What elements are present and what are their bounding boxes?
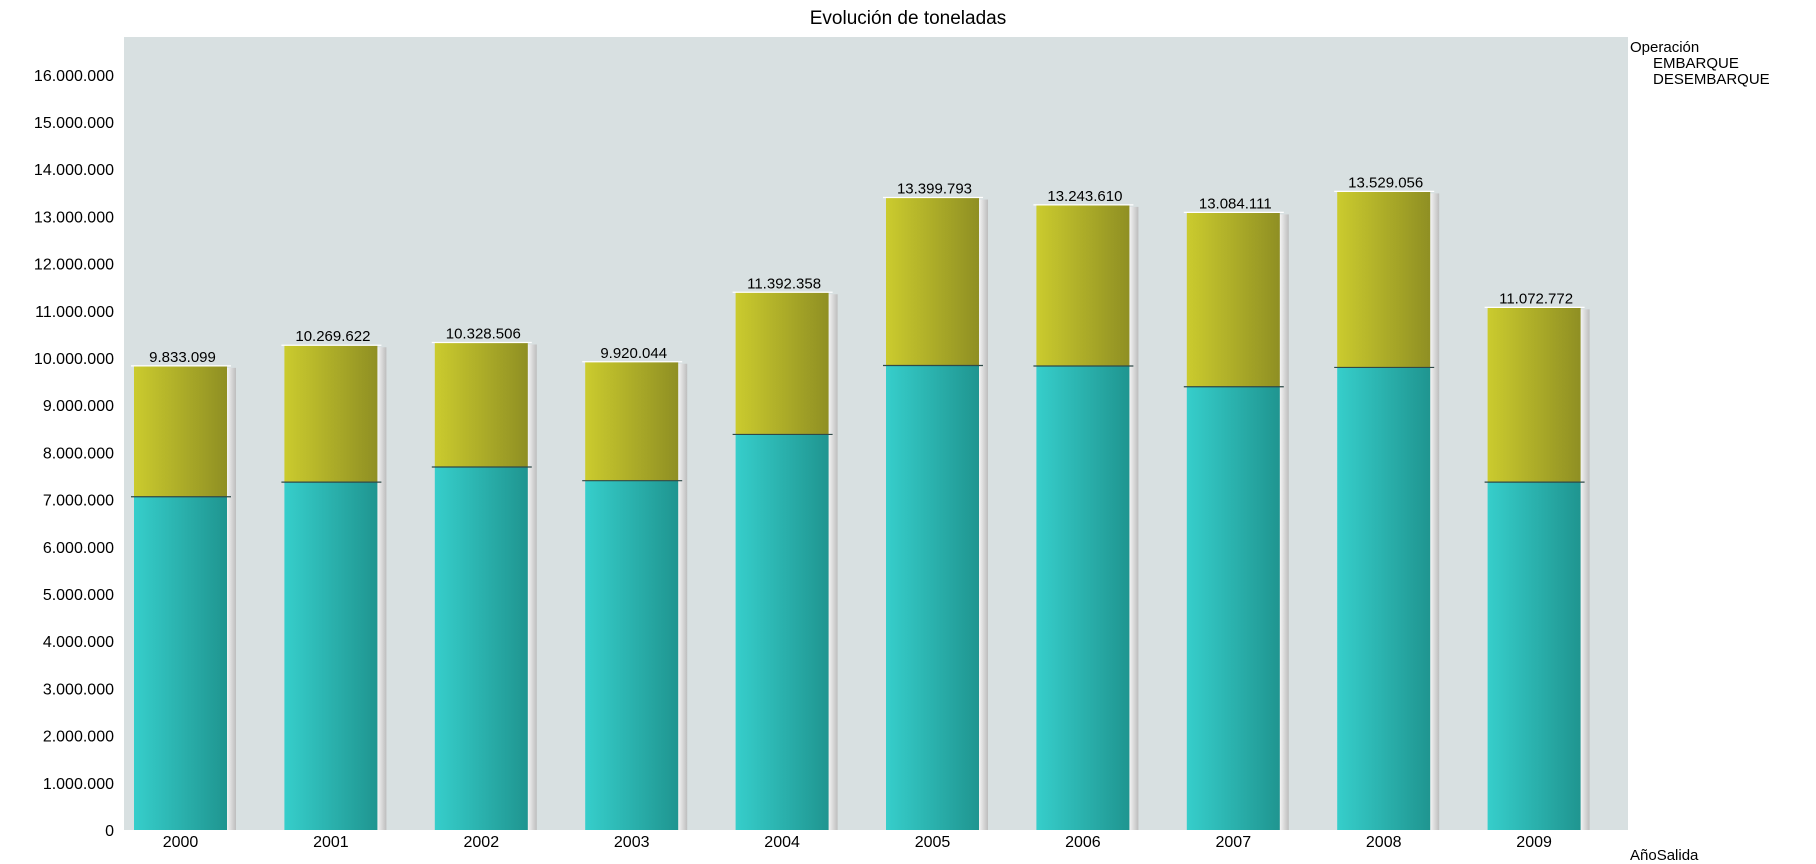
y-tick-label: 5.000.000 — [43, 587, 114, 604]
bar-embarque-2004 — [735, 434, 829, 830]
bar-embarque-2000 — [134, 496, 227, 830]
x-tick-label-2001: 2001 — [313, 834, 349, 851]
y-tick-label: 14.000.000 — [34, 162, 114, 179]
total-label-2003: 9.920.044 — [600, 345, 667, 362]
total-label-2005: 13.399.793 — [897, 180, 972, 197]
x-tick-label-2009: 2009 — [1516, 834, 1552, 851]
y-tick-label: 0 — [105, 823, 114, 840]
bar-embarque-2002 — [434, 467, 528, 830]
bar-shadow — [828, 294, 838, 831]
total-label-2008: 13.529.056 — [1348, 174, 1423, 191]
bars: 9.833.099 10.269.622 10.328.506 9.920.044 11… — [131, 174, 1590, 831]
y-tick-label: 16.000.000 — [34, 68, 114, 85]
bar-desembarque-2002 — [434, 342, 528, 468]
bar-desembarque-2005 — [886, 197, 979, 366]
bar-embarque-2007 — [1186, 386, 1280, 830]
chart-title: Evolución de toneladas — [810, 8, 1006, 29]
x-tick-label-2003: 2003 — [614, 834, 650, 851]
total-label-2009: 11.072.772 — [1499, 290, 1573, 307]
bar-desembarque-2004 — [735, 292, 829, 435]
legend: Operación EMBARQUE DESEMBARQUE — [1630, 39, 1770, 88]
bar-embarque-2005 — [886, 365, 979, 830]
y-tick-label: 8.000.000 — [43, 445, 114, 462]
x-tick-label-2004: 2004 — [764, 834, 800, 851]
x-axis: 2000 2001 2002 2003 2004 2005 2006 2007 2008 2009 — [163, 834, 1552, 851]
legend-title: Operación — [1630, 39, 1699, 56]
y-tick-label: 6.000.000 — [43, 540, 114, 557]
x-tick-label-2006: 2006 — [1065, 834, 1101, 851]
bar-desembarque-2001 — [284, 345, 378, 483]
bar-shadow — [527, 344, 537, 830]
total-label-2004: 11.392.358 — [747, 275, 821, 292]
y-tick-label: 10.000.000 — [34, 351, 114, 368]
y-tick-label: 4.000.000 — [43, 634, 114, 651]
bar-embarque-2003 — [585, 480, 679, 830]
bar-desembarque-2007 — [1186, 212, 1280, 387]
total-label-2000: 9.833.099 — [149, 349, 216, 366]
bar-shadow — [377, 347, 387, 830]
bar-shadow — [1129, 206, 1139, 831]
bar-desembarque-2003 — [585, 361, 679, 481]
y-tick-label: 7.000.000 — [43, 493, 114, 510]
legend-entry-desembarque: DESEMBARQUE — [1653, 71, 1770, 88]
total-label-2001: 10.269.622 — [295, 328, 370, 345]
bar-embarque-2001 — [284, 482, 378, 830]
y-tick-label: 15.000.000 — [34, 115, 114, 132]
y-tick-label: 12.000.000 — [34, 257, 114, 274]
bar-shadow — [678, 363, 688, 830]
x-tick-label-2008: 2008 — [1366, 834, 1402, 851]
bar-embarque-2008 — [1337, 367, 1431, 830]
bar-embarque-2006 — [1036, 366, 1130, 830]
legend-entry-embarque: EMBARQUE — [1653, 55, 1739, 72]
bar-desembarque-2006 — [1036, 204, 1130, 367]
x-tick-label-2007: 2007 — [1216, 834, 1252, 851]
total-label-2007: 13.084.111 — [1199, 195, 1272, 212]
x-tick-label-2000: 2000 — [163, 834, 199, 851]
x-tick-label-2002: 2002 — [464, 834, 500, 851]
bar-shadow — [1279, 214, 1289, 830]
x-axis-title: AñoSalida — [1630, 847, 1699, 864]
y-tick-label: 9.000.000 — [43, 398, 114, 415]
y-axis: 0 1.000.000 2.000.000 3.000.000 4.000.000 5.0… — [34, 68, 114, 840]
y-tick-label: 13.000.000 — [34, 209, 114, 226]
bar-desembarque-2009 — [1487, 307, 1581, 483]
bar-shadow — [227, 367, 236, 830]
bar-shadow — [1580, 309, 1590, 830]
total-label-2006: 13.243.610 — [1047, 188, 1122, 205]
bar-shadow — [1430, 193, 1440, 830]
y-tick-label: 2.000.000 — [43, 729, 114, 746]
x-tick-label-2005: 2005 — [915, 834, 951, 851]
bar-shadow — [979, 199, 988, 830]
y-tick-label: 1.000.000 — [43, 776, 114, 793]
bar-embarque-2009 — [1487, 482, 1581, 830]
bar-desembarque-2000 — [134, 365, 227, 497]
total-label-2002: 10.328.506 — [446, 325, 521, 342]
y-tick-label: 11.000.000 — [35, 304, 114, 321]
bar-desembarque-2008 — [1337, 191, 1431, 368]
y-tick-label: 3.000.000 — [43, 681, 114, 698]
